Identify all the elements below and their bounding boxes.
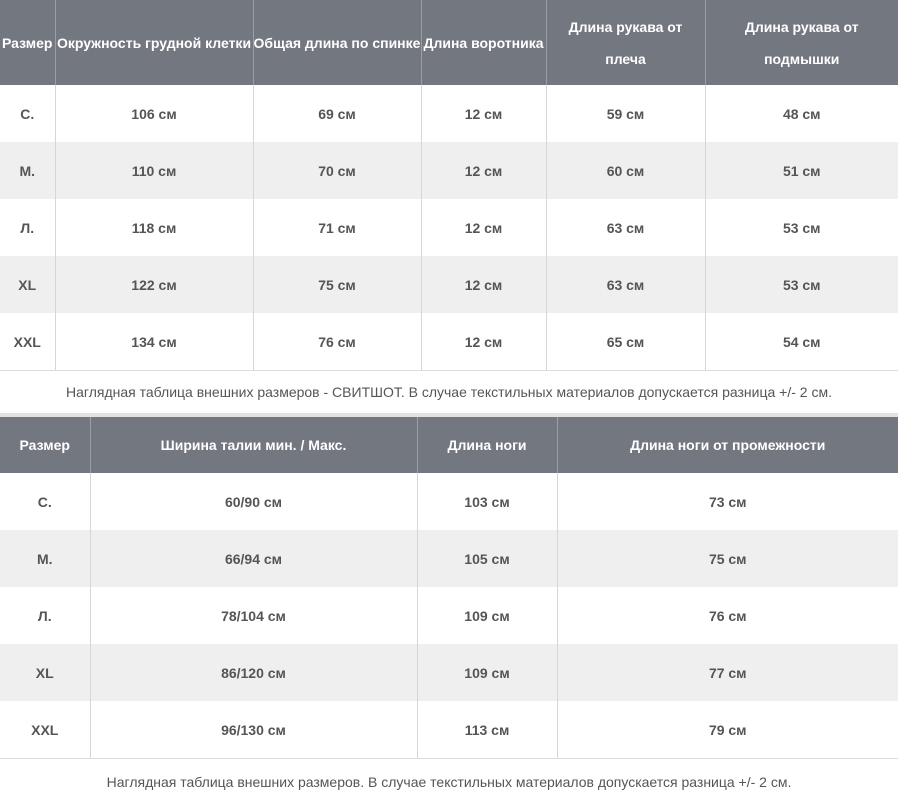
column-header: Длина ноги от промежности <box>556 417 898 473</box>
measurement-cell: 86/120 см <box>89 644 417 701</box>
table-row: Л. 78/104 см 109 см 76 см <box>0 587 898 644</box>
measurement-cell: 63 см <box>545 199 705 256</box>
measurement-cell: 59 см <box>545 85 705 142</box>
size-label: XXL <box>13 333 41 350</box>
measurement-cell: 51 см <box>704 142 898 199</box>
table-row: М. 110 см 70 см 12 см 60 см 51 см <box>0 142 898 199</box>
column-header: Окружность грудной клетки <box>54 0 253 85</box>
size-label: М. <box>0 142 55 199</box>
column-header: Длина воротника <box>420 0 546 85</box>
measurement-cell: 110 см <box>54 142 253 199</box>
measurement-cell: 53 см <box>704 256 898 313</box>
size-label: М. <box>0 530 90 587</box>
column-header: Длина ноги <box>416 417 557 473</box>
size-label: XXL <box>31 721 59 738</box>
measurement-cell: 75 см <box>252 256 421 313</box>
table-row: XL 86/120 см 109 см 77 см <box>0 644 898 701</box>
size-label: С. <box>37 493 52 510</box>
table-row: М. 66/94 см 105 см 75 см <box>0 530 898 587</box>
measurement-cell: 76 см <box>556 587 898 644</box>
measurement-cell: 54 см <box>704 313 898 370</box>
measurement-cell: 75 см <box>556 530 898 587</box>
measurement-cell: 12 см <box>420 313 546 370</box>
column-header: Длина рукава от плеча <box>545 0 705 85</box>
size-label: С. <box>20 105 35 122</box>
measurement-cell: 65 см <box>545 313 705 370</box>
measurement-cell: 66/94 см <box>89 530 417 587</box>
measurement-cell: 106 см <box>54 85 253 142</box>
measurement-cell: 12 см <box>420 199 546 256</box>
measurement-cell: 122 см <box>54 256 253 313</box>
measurement-cell: 109 см <box>416 644 557 701</box>
measurement-cell: 53 см <box>704 199 898 256</box>
measurement-cell: 69 см <box>252 85 421 142</box>
measurement-cell: 134 см <box>54 313 253 370</box>
measurement-cell: 79 см <box>556 701 898 758</box>
measurement-cell: 60/90 см <box>89 473 417 530</box>
size-label: XL <box>0 644 90 701</box>
measurement-cell: 103 см <box>416 473 557 530</box>
measurement-cell: 77 см <box>556 644 898 701</box>
table-row: XXL 134 см 76 см 12 см 65 см 54 см <box>0 313 898 370</box>
measurement-cell: 96/130 см <box>89 701 417 758</box>
pants-size-table: Размер Ширина талии мин. / Макс. Длина ног… <box>0 417 898 758</box>
table-row: XXL 96/130 см 113 см 79 см <box>0 701 898 758</box>
measurement-cell: 113 см <box>416 701 557 758</box>
measurement-cell: 71 см <box>252 199 421 256</box>
column-header: Ширина талии мин. / Макс. <box>89 417 417 473</box>
measurement-cell: 118 см <box>54 199 253 256</box>
measurement-cell: 105 см <box>416 530 557 587</box>
table-row: С. 106 см 69 см 12 см 59 см 48 см <box>0 85 898 142</box>
column-header: Размер <box>0 417 90 473</box>
size-label: Л. <box>37 607 52 624</box>
sweatshirt-table-caption: Наглядная таблица внешних размеров - СВИ… <box>0 370 898 417</box>
measurement-cell: 78/104 см <box>89 587 417 644</box>
measurement-cell: 73 см <box>556 473 898 530</box>
measurement-cell: 70 см <box>252 142 421 199</box>
size-label: XL <box>0 256 55 313</box>
measurement-cell: 12 см <box>420 142 546 199</box>
table-row: Л. 118 см 71 см 12 см 63 см 53 см <box>0 199 898 256</box>
column-header: Длина рукава от подмышки <box>704 0 898 85</box>
measurement-cell: 63 см <box>545 256 705 313</box>
measurement-cell: 76 см <box>252 313 421 370</box>
size-label: Л. <box>20 219 35 236</box>
measurement-cell: 48 см <box>704 85 898 142</box>
pants-table-caption: Наглядная таблица внешних размеров. В сл… <box>0 758 898 802</box>
sweatshirt-size-table: Размер Окружность грудной клетки Общая дли… <box>0 0 898 370</box>
measurement-cell: 12 см <box>420 85 546 142</box>
column-header: Общая длина по спинке <box>252 0 421 85</box>
measurement-cell: 60 см <box>545 142 705 199</box>
measurement-cell: 12 см <box>420 256 546 313</box>
column-header: Размер <box>0 0 55 85</box>
measurement-cell: 109 см <box>416 587 557 644</box>
table-row: XL 122 см 75 см 12 см 63 см 53 см <box>0 256 898 313</box>
table-row: С. 60/90 см 103 см 73 см <box>0 473 898 530</box>
